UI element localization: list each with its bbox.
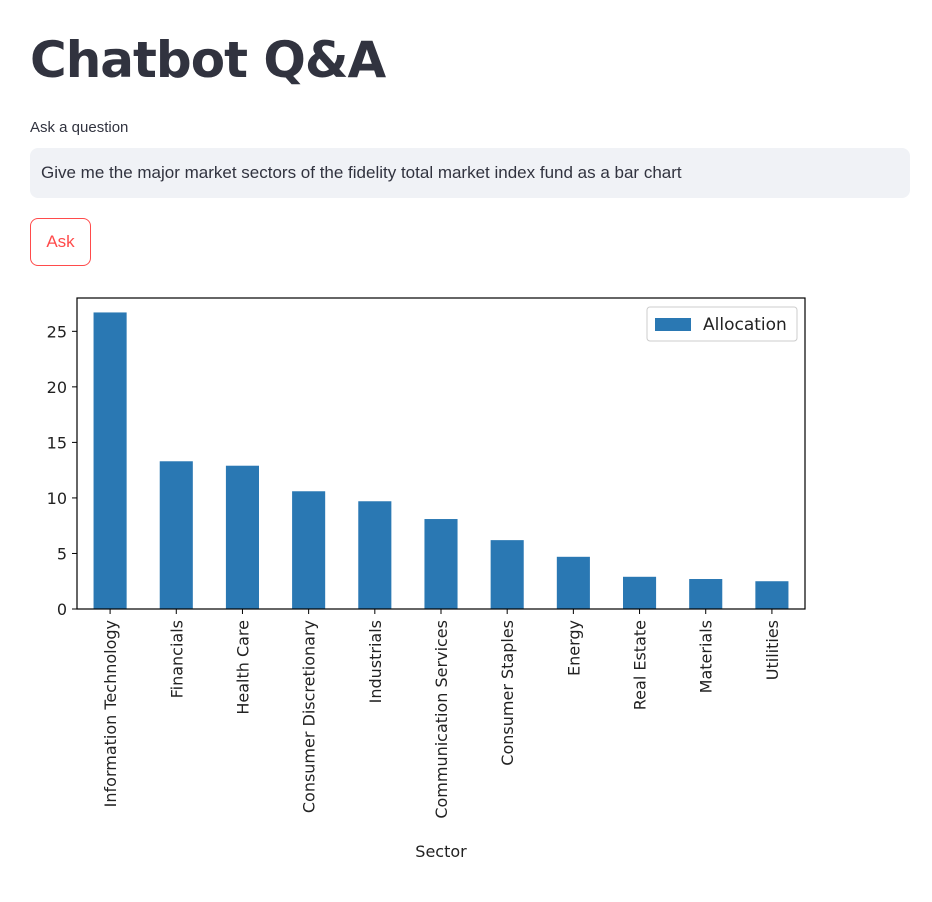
bar-communication-services	[424, 519, 458, 609]
x-tick-label: Information Technology	[101, 620, 120, 807]
x-tick-label: Real Estate	[631, 620, 650, 710]
x-tick-label: Health Care	[233, 620, 252, 715]
bar-real-estate	[623, 576, 657, 609]
y-axis: 0 5 10 15 20 25	[47, 322, 77, 619]
bar-financials	[159, 461, 193, 609]
question-input[interactable]	[30, 148, 910, 198]
question-label: Ask a question	[30, 119, 129, 136]
x-tick-label: Consumer Discretionary	[300, 620, 319, 813]
ask-button[interactable]: Ask	[30, 218, 91, 266]
y-tick-label: 25	[47, 322, 67, 341]
y-tick-label: 0	[57, 600, 67, 619]
bar-information-technology	[93, 312, 127, 609]
x-tick-label: Energy	[564, 620, 583, 676]
page-title: Chatbot Q&A	[30, 31, 386, 89]
legend-swatch	[655, 318, 691, 331]
y-tick-label: 10	[47, 489, 67, 508]
x-tick-label: Communication Services	[432, 620, 451, 819]
bar-consumer-staples	[490, 540, 524, 609]
y-tick-label: 15	[47, 433, 67, 452]
bar-industrials	[358, 501, 392, 609]
legend: Allocation	[646, 306, 798, 342]
y-tick-label: 5	[57, 544, 67, 563]
bar-consumer-discretionary	[292, 491, 326, 609]
bar-utilities	[755, 581, 789, 609]
y-tick-label: 20	[47, 378, 67, 397]
x-tick-label: Utilities	[763, 620, 782, 680]
legend-box	[646, 306, 798, 342]
x-axis: Information Technology Financials Health C…	[101, 609, 782, 819]
x-tick-label: Consumer Staples	[498, 620, 517, 766]
x-tick-label: Financials	[167, 620, 186, 698]
plot-frame	[76, 297, 806, 610]
legend-label: Allocation	[703, 315, 787, 335]
bars-group	[93, 312, 789, 609]
sector-bar-chart: 0 5 10 15 20 25 Information Technology Financi…	[47, 297, 806, 861]
chart-container: 0 5 10 15 20 25 Information Technology Financi…	[0, 280, 932, 870]
bar-materials	[689, 579, 723, 609]
bar-health-care	[225, 465, 259, 609]
bar-energy	[556, 556, 590, 609]
x-tick-label: Industrials	[366, 620, 385, 703]
x-axis-label: Sector	[415, 842, 467, 861]
x-tick-label: Materials	[697, 620, 716, 693]
